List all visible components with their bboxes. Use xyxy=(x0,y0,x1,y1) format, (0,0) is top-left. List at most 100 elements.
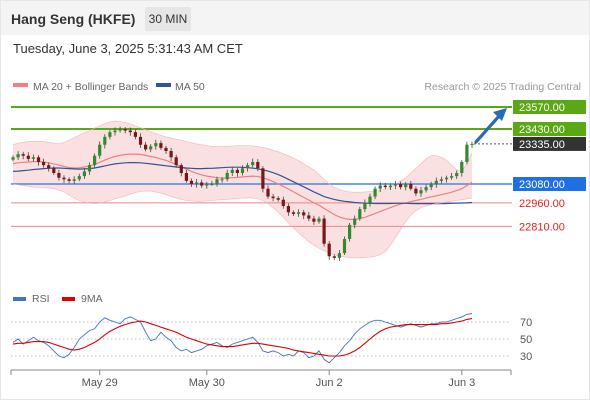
candle xyxy=(404,182,408,191)
rsi-grid: 70 50 30 xyxy=(11,317,532,363)
candle xyxy=(450,173,454,180)
candle xyxy=(286,203,290,216)
candle xyxy=(429,181,433,191)
legend-swatch-9ma xyxy=(62,297,75,301)
candle xyxy=(348,222,352,242)
x-tick-label: Jun 2 xyxy=(316,377,343,389)
candle xyxy=(291,210,296,217)
price-legend: MA 20 + Bollinger Bands MA 50 Research ©… xyxy=(13,81,581,93)
candle xyxy=(154,139,158,150)
candle xyxy=(470,141,474,148)
bollinger-bands xyxy=(13,121,472,258)
rsi-line xyxy=(12,313,473,364)
candles xyxy=(11,126,474,261)
projection-shaft xyxy=(474,113,502,144)
legend-label-9ma: 9MA xyxy=(81,293,103,305)
candle xyxy=(62,175,66,183)
candle xyxy=(31,154,35,162)
projection-arrow xyxy=(474,108,507,144)
candle xyxy=(424,184,428,193)
candle xyxy=(317,216,321,224)
candle xyxy=(220,177,224,183)
level-label-box xyxy=(513,122,586,136)
candle xyxy=(123,127,127,134)
candle xyxy=(98,141,102,159)
candle xyxy=(169,147,173,162)
candle xyxy=(200,179,204,188)
candle xyxy=(266,185,270,199)
candle xyxy=(164,145,168,154)
candle xyxy=(251,158,255,168)
candle xyxy=(133,129,137,140)
candle xyxy=(47,162,51,172)
candle xyxy=(378,182,382,193)
candle xyxy=(240,165,245,176)
candle xyxy=(138,133,143,148)
candle xyxy=(36,155,41,166)
level-label-support: 22810.00 xyxy=(519,221,565,233)
candle xyxy=(205,181,209,189)
rsi-tick-label: 70 xyxy=(520,317,532,329)
candle xyxy=(42,158,46,168)
level-label-resistance: 23570.00 xyxy=(519,102,565,114)
candle xyxy=(159,140,163,151)
candle xyxy=(460,160,464,177)
candle xyxy=(174,154,178,168)
legend-label-ma20: MA 20 + Bollinger Bands xyxy=(33,81,148,93)
candle xyxy=(246,162,250,172)
bollinger-band-area xyxy=(13,121,472,258)
candle xyxy=(77,173,81,182)
candle xyxy=(414,186,418,197)
candle xyxy=(235,167,239,177)
candle xyxy=(225,169,229,182)
candle xyxy=(118,126,122,133)
interval-selector[interactable]: 30 MIN xyxy=(145,7,191,31)
candle xyxy=(337,250,341,261)
x-tick-label: May 29 xyxy=(82,377,118,389)
candle xyxy=(322,215,326,247)
candle xyxy=(215,176,219,187)
candle xyxy=(439,176,443,184)
candle xyxy=(353,215,357,229)
candle xyxy=(184,170,188,183)
x-tick-label: Jun 3 xyxy=(448,377,475,389)
projection-head xyxy=(493,108,507,121)
candle xyxy=(373,186,377,200)
chart-timestamp: Tuesday, June 3, 2025 5:31:43 AM CET xyxy=(13,41,243,56)
candle xyxy=(465,141,469,165)
candle xyxy=(149,144,153,153)
candle xyxy=(342,236,347,256)
candle xyxy=(93,153,97,168)
candle xyxy=(256,159,260,172)
candle xyxy=(399,181,403,190)
level-label-last: 23335.00 xyxy=(519,139,565,151)
rsi-9ma-line xyxy=(12,318,473,357)
candle xyxy=(26,152,30,162)
candle xyxy=(271,193,275,202)
candle xyxy=(444,175,449,183)
candle xyxy=(393,180,398,190)
instrument-title: Hang Seng (HKFE) xyxy=(11,11,136,27)
level-label-box xyxy=(513,100,586,114)
legend-label-rsi: RSI xyxy=(32,293,50,305)
candle xyxy=(52,166,56,176)
level-label-support: 22960.00 xyxy=(519,198,565,210)
level-label-box xyxy=(513,177,586,191)
legend-swatch-rsi xyxy=(13,297,26,301)
bb-lower-line xyxy=(12,183,473,259)
candle xyxy=(261,166,265,193)
candle xyxy=(128,127,132,136)
candle xyxy=(383,182,387,190)
candle xyxy=(281,196,285,209)
chart-header: Hang Seng (HKFE) 30 MIN xyxy=(1,1,589,35)
x-axis-ticks: May 29 May 30 Jun 2 Jun 3 xyxy=(10,370,512,389)
candle xyxy=(21,151,25,160)
candle xyxy=(332,254,336,261)
candle xyxy=(82,167,86,179)
candle xyxy=(210,180,214,186)
legend-swatch-ma20 xyxy=(13,83,28,87)
candle xyxy=(358,206,362,221)
candle xyxy=(108,130,112,140)
level-label-box xyxy=(513,136,586,151)
